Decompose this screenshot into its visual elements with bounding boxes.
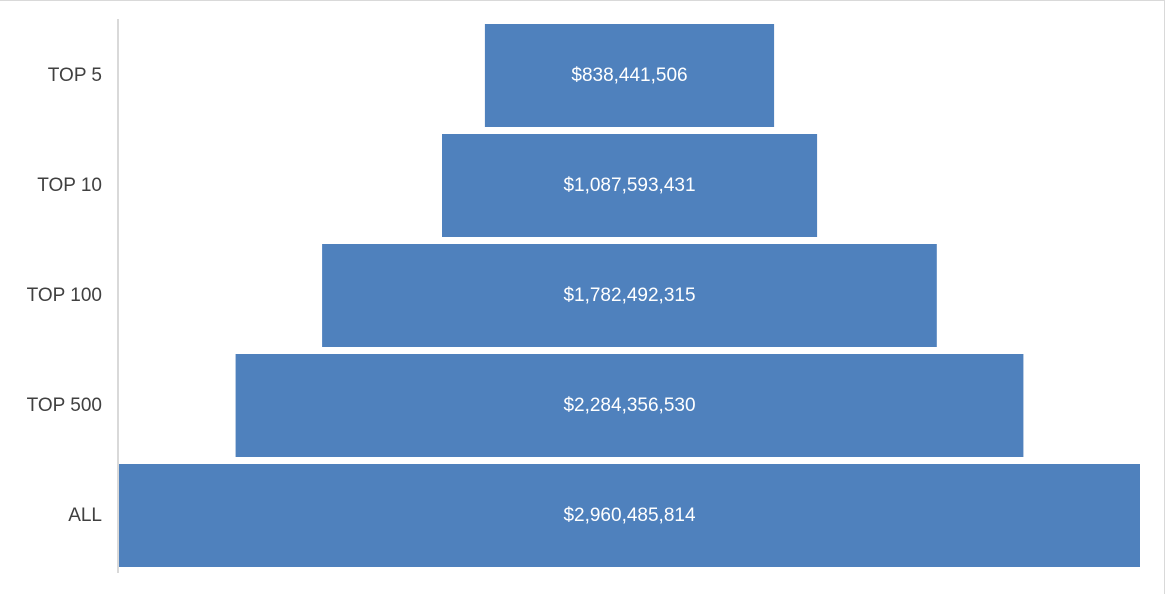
funnel-bar: [442, 134, 818, 237]
data-label: $1,087,593,431: [563, 175, 695, 196]
category-label: TOP 500: [27, 395, 102, 416]
data-label: $2,284,356,530: [563, 395, 695, 416]
funnel-bar: [235, 354, 1024, 457]
data-labels-group: $838,441,506 $1,087,593,431 $1,782,492,315…: [563, 65, 696, 526]
funnel-bar: [119, 464, 1140, 567]
category-label: TOP 5: [48, 65, 102, 86]
funnel-bar: [322, 244, 937, 347]
funnel-bar: [484, 24, 775, 127]
category-label: ALL: [68, 505, 102, 526]
data-label: $1,782,492,315: [563, 285, 695, 306]
bars-group: [119, 24, 1140, 567]
category-labels-group: TOP 5 TOP 10 TOP 100 TOP 500 ALL: [27, 65, 102, 526]
data-label: $838,441,506: [571, 65, 687, 86]
category-label: TOP 10: [37, 175, 102, 196]
category-label: TOP 100: [27, 285, 102, 306]
data-label: $2,960,485,814: [563, 505, 696, 526]
